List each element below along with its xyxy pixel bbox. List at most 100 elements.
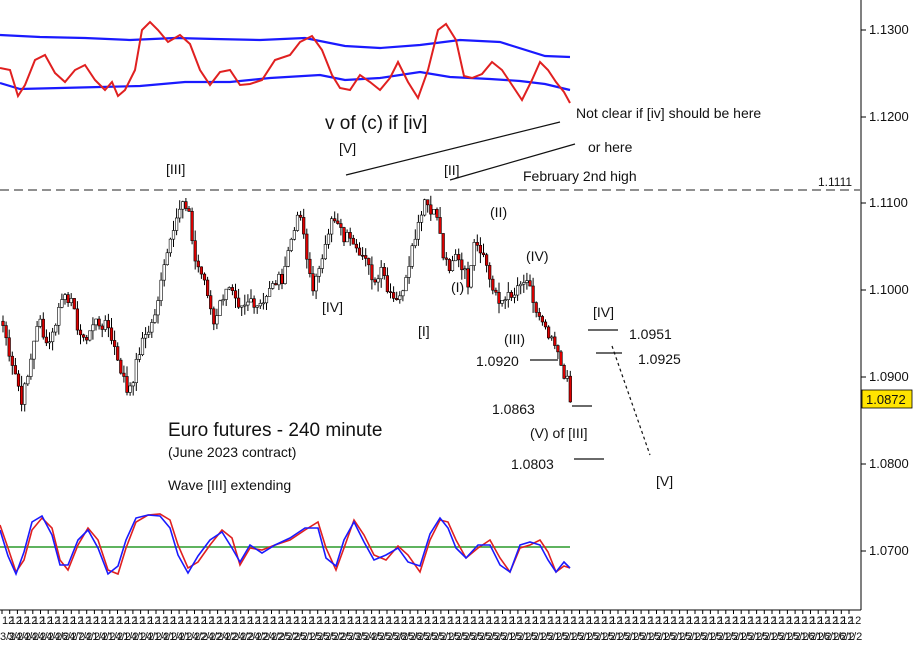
time-tick-label: 12 [495, 615, 507, 627]
candle-body [72, 298, 76, 310]
candle-body [432, 209, 436, 215]
candle-body [153, 314, 157, 323]
candle-body [298, 214, 303, 218]
time-tick-label: 12 [533, 615, 545, 627]
candle-body [404, 277, 408, 292]
time-date-label: 1/2 [508, 631, 523, 643]
time-tick-label: 12 [248, 615, 260, 627]
candle-body [100, 325, 104, 330]
time-date-label: 5/2 [516, 631, 531, 643]
candle-body [63, 294, 67, 300]
candle-body [559, 351, 563, 366]
time-date-label: 4/2 [162, 631, 177, 643]
candle-body [69, 298, 73, 303]
time-tick-label: 12 [364, 615, 376, 627]
time-date-label: 7/2 [77, 631, 92, 643]
candle-body [503, 299, 507, 301]
time-date-label: 4/2 [254, 631, 269, 643]
candle-body [534, 302, 538, 313]
time-date-label: 4/2 [239, 631, 254, 643]
candle-body [134, 359, 138, 384]
time-date-label: 4/2 [146, 631, 161, 643]
time-date-label: 5/2 [385, 631, 400, 643]
time-tick-label: 12 [549, 615, 561, 627]
time-date-label: 1/2 [308, 631, 323, 643]
time-date-label: 5/2 [778, 631, 793, 643]
candle-body [540, 316, 544, 323]
time-date-label: 1/2 [816, 631, 831, 643]
candle-body [122, 372, 126, 377]
time-date-label: 5/2 [393, 631, 408, 643]
time-date-label: 5/2 [655, 631, 670, 643]
candle-body [1, 320, 5, 326]
time-tick-label: 12 [718, 615, 730, 627]
time-date-label: 1/2 [601, 631, 616, 643]
candle-body [227, 287, 231, 290]
candle-body [50, 331, 55, 343]
time-date-label: 5/2 [285, 631, 300, 643]
time-tick-label: 12 [195, 615, 207, 627]
time-date-label: 1/2 [755, 631, 770, 643]
time-date-label: 1/2 [770, 631, 785, 643]
time-date-label: 1/2 [678, 631, 693, 643]
candle-body [370, 264, 374, 281]
candle-body [345, 232, 349, 243]
time-tick-label: 12 [541, 615, 553, 627]
time-tick-label: 12 [387, 615, 399, 627]
candle-body [326, 233, 331, 245]
candle-body [556, 345, 560, 353]
candle-body [119, 359, 123, 374]
time-date-label: 1/2 [539, 631, 554, 643]
candle-body [407, 266, 411, 278]
upper-indicator-panel [0, 20, 571, 104]
time-tick-label: 12 [210, 615, 222, 627]
candle-body [379, 267, 383, 280]
candle-body [568, 375, 572, 403]
candle-body [271, 283, 275, 289]
candle-body [494, 289, 498, 293]
time-date-label: 4/2 [15, 631, 30, 643]
candle-body [168, 238, 173, 254]
time-date-label: 5/2 [323, 631, 338, 643]
candle-body [391, 292, 396, 299]
time-tick-label: 12 [372, 615, 384, 627]
candle-body [320, 258, 324, 269]
candle-body [237, 297, 241, 308]
time-tick-label: 12 [603, 615, 615, 627]
time-tick-label: 12 [64, 615, 76, 627]
candle-body [4, 325, 8, 339]
candle-body [469, 265, 473, 288]
note-iv-here: Not clear if [iv] should be here [576, 105, 761, 121]
time-tick-label: 12 [595, 615, 607, 627]
candle-body [206, 279, 210, 296]
candle-body [128, 385, 132, 393]
candle-body [441, 233, 445, 259]
time-date-label: 4/2 [54, 631, 69, 643]
candle-body [543, 321, 548, 328]
candle-body [113, 340, 117, 347]
candle-body [165, 252, 169, 266]
candle-body [267, 288, 272, 297]
time-tick-label: 12 [572, 615, 584, 627]
candle-body [35, 326, 39, 342]
time-date-label: 4/2 [193, 631, 208, 643]
time-tick-label: 12 [518, 615, 530, 627]
time-tick-label: 12 [233, 615, 245, 627]
candle-body [75, 308, 79, 331]
time-date-label: 4/2 [370, 631, 385, 643]
candle-body [218, 300, 222, 316]
wave-label-ii-top: [II] [444, 162, 460, 178]
time-date-label: 3/2 [354, 631, 369, 643]
candle-body [60, 299, 64, 308]
candle-body [550, 336, 554, 339]
time-date-label: 4/2 [46, 631, 61, 643]
time-tick-label: 12 [17, 615, 29, 627]
candle-body [373, 279, 377, 283]
candle-body [463, 268, 467, 271]
time-date-label: 4/2 [85, 631, 100, 643]
time-tick-label: 12 [171, 615, 183, 627]
stochastic-blue-line [0, 514, 571, 577]
time-date-label: 4/2 [208, 631, 223, 643]
time-tick-label: 12 [41, 615, 53, 627]
